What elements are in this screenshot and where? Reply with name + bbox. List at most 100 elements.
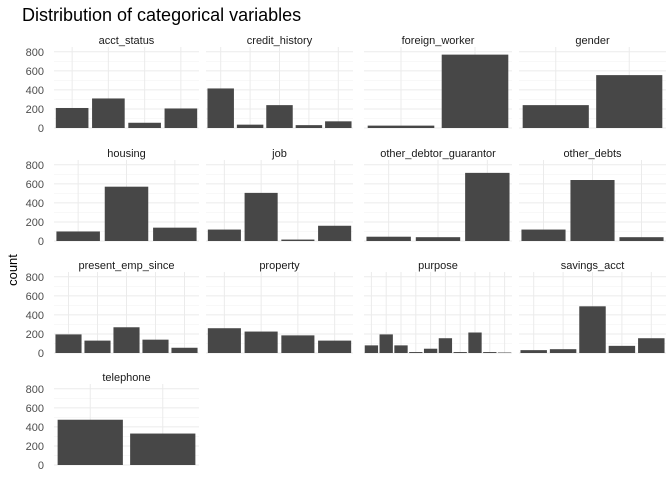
bar <box>236 124 264 128</box>
bar <box>281 335 315 353</box>
bar <box>325 121 352 128</box>
y-tick-label: 0 <box>38 460 44 472</box>
facet-strip-label: savings_acct <box>561 260 625 272</box>
bar <box>171 347 198 353</box>
facet-strip-label: present_emp_since <box>78 260 174 272</box>
y-tick-label: 400 <box>26 422 44 434</box>
bar <box>153 227 197 241</box>
bar <box>92 98 125 128</box>
bar <box>207 229 241 241</box>
bar <box>244 331 278 353</box>
facet-panel-gender: gender <box>519 35 666 129</box>
chart-title: Distribution of categorical variables <box>22 5 301 25</box>
facet-panel-other_debts: other_debts <box>519 148 666 242</box>
facet-panel-present_emp_since: present_emp_since 0 200 400 600 800 <box>26 260 199 360</box>
bar <box>468 332 482 353</box>
bar <box>638 338 665 353</box>
facet-panel-credit_history: credit_history <box>206 35 353 129</box>
bar <box>596 75 663 128</box>
y-tick-label: 600 <box>26 403 44 415</box>
bar <box>409 352 423 353</box>
bar <box>619 237 664 241</box>
bar <box>84 340 111 353</box>
bar <box>244 192 278 241</box>
y-tick-label: 400 <box>26 310 44 322</box>
facet-strip-label: credit_history <box>247 35 313 47</box>
facet-strip-label: property <box>259 260 300 272</box>
facet-panel-housing: housing 0 200 400 600 800 <box>26 148 199 248</box>
y-tick-label: 200 <box>26 104 44 116</box>
bar <box>453 352 467 353</box>
bar <box>367 125 435 128</box>
y-tick-label: 0 <box>38 123 44 135</box>
facet-panel-job: job <box>206 148 353 242</box>
facet-panels: acct_status 0 200 400 600 800 credit_history fo… <box>26 35 666 472</box>
bar <box>522 105 589 128</box>
bar <box>130 433 196 465</box>
bar <box>521 229 566 241</box>
bar <box>281 239 315 241</box>
bar <box>465 172 510 241</box>
bar <box>366 236 411 241</box>
bar <box>423 348 438 353</box>
facet-strip-label: job <box>271 148 287 160</box>
y-tick-label: 400 <box>26 85 44 97</box>
bar <box>55 107 89 128</box>
y-tick-label: 600 <box>26 291 44 303</box>
bar <box>549 349 577 353</box>
bar <box>318 340 352 353</box>
bar <box>104 186 149 241</box>
bar <box>415 237 461 241</box>
y-axis-label: count <box>5 254 20 286</box>
facet-strip-label: gender <box>575 35 610 47</box>
bar <box>128 122 161 128</box>
bar <box>570 180 615 241</box>
bar <box>57 419 123 465</box>
bar <box>113 327 140 353</box>
facet-panel-telephone: telephone 0 200 400 600 800 <box>26 372 199 472</box>
bar <box>483 352 497 353</box>
facet-strip-label: purpose <box>418 260 458 272</box>
bar <box>142 339 169 353</box>
y-tick-label: 400 <box>26 198 44 210</box>
bar <box>207 328 241 353</box>
y-tick-label: 800 <box>26 47 44 59</box>
bar <box>56 231 100 241</box>
bar <box>379 334 393 353</box>
bar <box>295 125 323 128</box>
facet-panel-savings_acct: savings_acct <box>519 260 666 354</box>
bar <box>55 334 82 353</box>
y-tick-label: 800 <box>26 272 44 284</box>
facet-panel-purpose: purpose <box>364 260 512 354</box>
bar <box>318 225 352 241</box>
y-tick-label: 800 <box>26 160 44 172</box>
y-tick-label: 600 <box>26 66 44 78</box>
y-tick-label: 0 <box>38 236 44 248</box>
y-tick-label: 200 <box>26 329 44 341</box>
facet-strip-label: other_debtor_guarantor <box>380 148 496 160</box>
facet-panel-property: property <box>206 260 353 354</box>
facet-strip-label: acct_status <box>99 35 155 47</box>
bar <box>520 350 547 353</box>
bar <box>207 88 234 128</box>
facet-strip-label: other_debts <box>563 148 622 160</box>
bar <box>266 105 293 128</box>
facet-strip-label: telephone <box>102 372 150 384</box>
facet-panel-acct_status: acct_status 0 200 400 600 800 <box>26 35 199 135</box>
bar <box>579 306 606 353</box>
y-tick-label: 200 <box>26 441 44 453</box>
y-tick-label: 200 <box>26 217 44 229</box>
bar <box>364 345 379 353</box>
facet-strip-label: foreign_worker <box>402 35 475 47</box>
facet-panel-other_debtor_guarantor: other_debtor_guarantor <box>364 148 512 242</box>
bar <box>441 54 509 128</box>
bar <box>164 108 198 128</box>
bar <box>438 338 453 353</box>
facet-strip-label: housing <box>107 148 146 160</box>
facet-panel-foreign_worker: foreign_worker <box>364 35 512 129</box>
bar <box>394 345 408 353</box>
y-tick-label: 600 <box>26 179 44 191</box>
bar <box>608 345 636 353</box>
y-tick-label: 0 <box>38 348 44 360</box>
